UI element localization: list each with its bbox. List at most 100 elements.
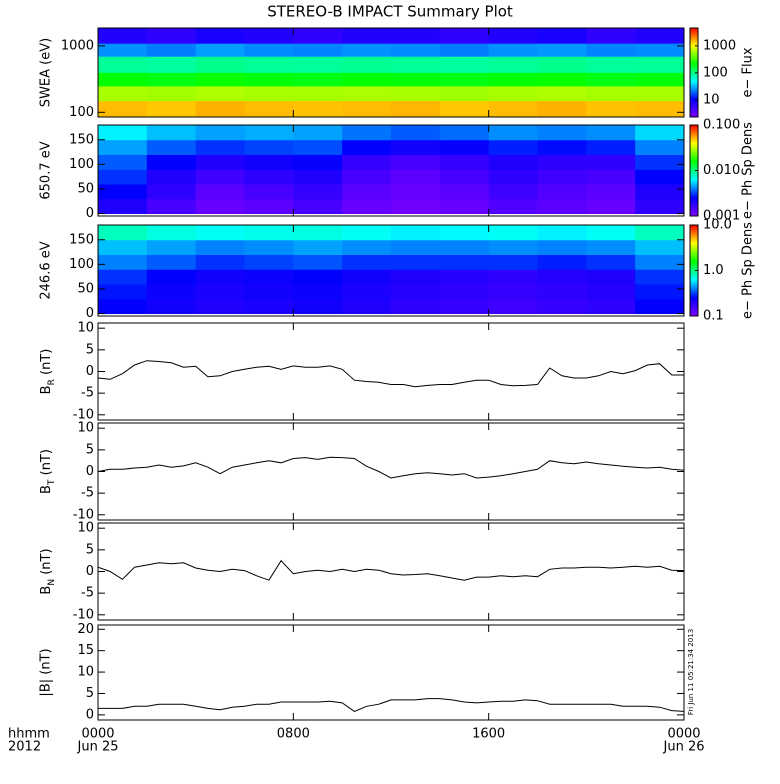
heatmap-cell (488, 284, 538, 300)
heatmap-cell (293, 269, 343, 285)
heatmap-cell (586, 239, 636, 256)
y-label-unit: (nT) (39, 349, 54, 379)
heatmap-cell (537, 284, 587, 300)
plot-area (98, 125, 684, 215)
heatmap-cell (586, 284, 636, 300)
panel-frame (97, 422, 685, 521)
heatmap-cell (244, 169, 294, 185)
heatmap-cell (98, 239, 148, 256)
heatmap-cell (586, 28, 636, 44)
heatmap-cell (439, 184, 490, 200)
heatmap-cell (195, 56, 245, 73)
heatmap-cell (98, 72, 148, 87)
y-tick-label: 5 (86, 686, 94, 701)
y-tick-label: 0 (86, 464, 94, 479)
y-tick-label: -10 (73, 407, 94, 422)
heatmap-cell (195, 100, 245, 117)
y-tick-label: -10 (73, 507, 94, 522)
heatmap-cell (244, 239, 294, 256)
heatmap-cell (146, 154, 197, 170)
y-tick-label: 10 (77, 665, 94, 680)
heatmap-cell (342, 100, 392, 117)
x-tick-label: 0000 (667, 727, 700, 742)
y-tick-label: 50 (77, 181, 94, 196)
heatmap-cell (244, 125, 294, 141)
heatmap-cell (391, 154, 441, 170)
heatmap-cell (342, 254, 392, 270)
heatmap-cell (635, 72, 684, 87)
heatmap-cell (635, 169, 684, 185)
heatmap-cell (244, 184, 294, 200)
y-tick-label: 50 (77, 281, 94, 296)
heatmap-cell (537, 43, 587, 57)
heatmap-cell (342, 139, 392, 156)
heatmap-cell (488, 72, 538, 87)
y-tick-label: 5 (86, 542, 94, 557)
y-label-unit: (nT) (39, 548, 54, 578)
heatmap-cell (537, 298, 587, 315)
plot-area (98, 225, 684, 315)
y-tick-label: 100 (69, 157, 94, 172)
y-axis-label: BT (nT) (39, 449, 57, 494)
heatmap-cell (146, 239, 197, 256)
y-label-unit: (nT) (39, 449, 54, 479)
heatmap-cell (488, 100, 538, 117)
heatmap-cell (391, 284, 441, 300)
heatmap-cell (195, 254, 245, 270)
y-label-main: B (39, 586, 54, 595)
y-tick-label: 100 (69, 257, 94, 272)
plot-area (98, 698, 684, 712)
heatmap-cell (146, 43, 197, 57)
heatmap-cell (391, 100, 441, 117)
heatmap-cell (488, 154, 538, 170)
heatmap-cell (635, 269, 684, 285)
heatmap-cell (391, 139, 441, 156)
y-tick-label: 1000 (61, 38, 94, 53)
heatmap-cell (635, 100, 684, 117)
colorbar-tick-label: 1000 (703, 38, 736, 53)
plot-area (98, 456, 684, 479)
colorbar-tick-label: 0.100 (703, 118, 740, 133)
heatmap-cell (342, 125, 392, 141)
heatmap-cell (537, 269, 587, 285)
heatmap-cell (635, 239, 684, 256)
heatmap-cell (391, 72, 441, 87)
heatmap-cell (195, 225, 245, 241)
heatmap-cell (244, 269, 294, 285)
heatmap-cell (146, 85, 197, 102)
chart-title: STEREO-B IMPACT Summary Plot (267, 3, 513, 21)
heatmap-cell (195, 269, 245, 285)
heatmap-cell (146, 298, 197, 315)
date-label: Jun 26 (663, 740, 705, 755)
heatmap-cell (342, 85, 392, 102)
heatmap-cell (537, 125, 587, 141)
y-axis-label: SWEA (eV) (39, 38, 54, 107)
heatmap-cell (586, 43, 636, 57)
heatmap-cell (586, 56, 636, 73)
heatmap-cell (635, 198, 684, 215)
x-tick-label: 1600 (472, 727, 505, 742)
heatmap-cell (488, 184, 538, 200)
heatmap-cell (244, 56, 294, 73)
y-label-sub: T (47, 479, 57, 486)
heatmap-cell (98, 225, 148, 241)
heatmap-cell (293, 284, 343, 300)
heatmap-cell (342, 154, 392, 170)
heatmap-cell (537, 72, 587, 87)
x-tick-label: 0000 (81, 727, 114, 742)
heatmap-cell (586, 184, 636, 200)
plot-area (98, 28, 684, 117)
heatmap-cell (635, 254, 684, 270)
heatmap-cell (586, 100, 636, 117)
heatmap-cell (439, 169, 490, 185)
colorbar-tick-label: 1.0 (703, 263, 724, 278)
heatmap-cell (244, 72, 294, 87)
heatmap-cell (195, 284, 245, 300)
heatmap-cell (342, 169, 392, 185)
data-line (98, 698, 684, 712)
heatmap-cell (98, 85, 148, 102)
heatmap-cell (391, 125, 441, 141)
heatmap-cell (391, 56, 441, 73)
heatmap-cell (537, 139, 587, 156)
